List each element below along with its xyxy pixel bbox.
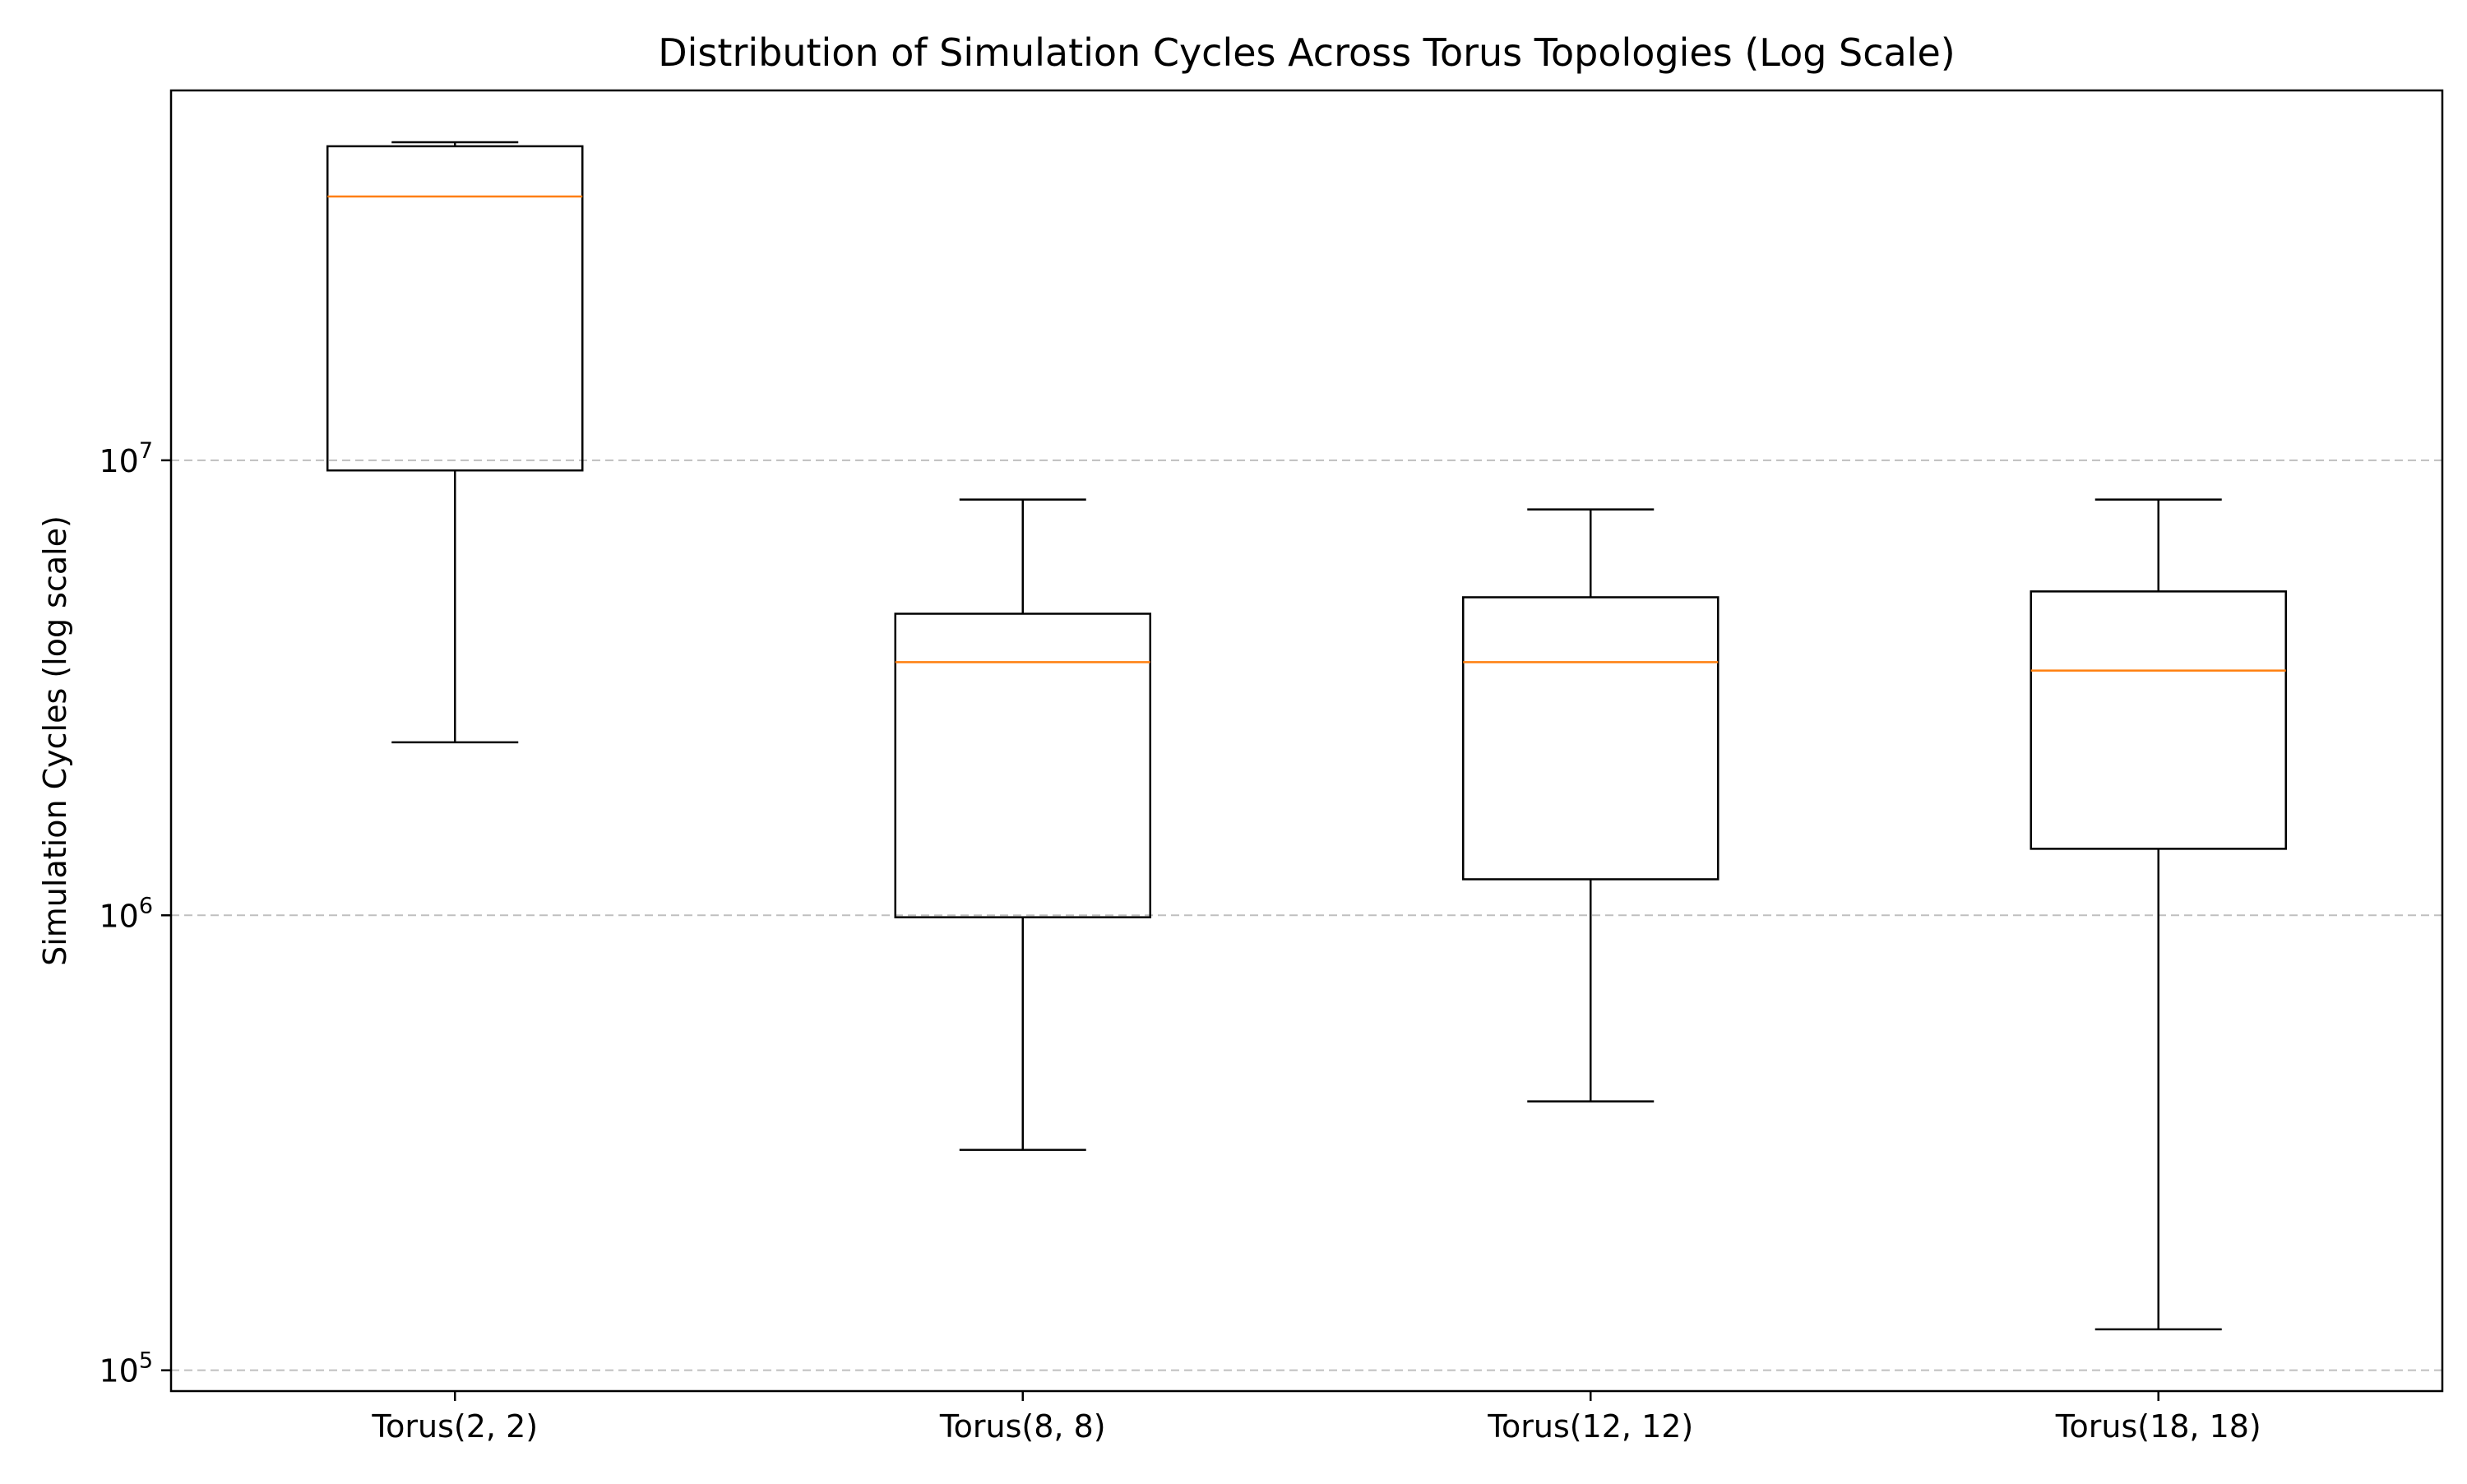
y-tick-base: 10: [99, 443, 138, 479]
y-axis-label: Simulation Cycles (log scale): [37, 515, 73, 966]
y-tick-label: 106: [99, 893, 153, 934]
x-tick-label: Torus(12, 12): [1487, 1408, 1693, 1445]
x-tick-label: Torus(2, 2): [371, 1408, 538, 1445]
y-tick-exponent: 5: [139, 1348, 153, 1374]
y-tick-base: 10: [99, 898, 138, 934]
y-tick-label: 107: [99, 438, 153, 479]
box-group: [2030, 498, 2287, 1331]
x-tick-label: Torus(8, 8): [939, 1408, 1106, 1445]
box-group: [1462, 508, 1719, 1103]
y-tick-label: 105: [99, 1348, 153, 1389]
grid-layer: [171, 459, 2442, 1371]
plot-area-frame: [169, 89, 2444, 1393]
x-tick-label: Torus(18, 18): [2055, 1408, 2261, 1445]
chart-title: Distribution of Simulation Cycles Across…: [658, 30, 1956, 75]
box-group: [894, 498, 1151, 1151]
box-layer: [326, 141, 2287, 1331]
interquartile-box: [1462, 596, 1719, 881]
box-group: [326, 141, 584, 744]
y-tick-exponent: 7: [139, 438, 153, 464]
y-tick-base: 10: [99, 1353, 138, 1389]
y-tick-exponent: 6: [139, 893, 153, 918]
x-axis-ticks: Torus(2, 2) Torus(8, 8) Torus(12, 12) Torus…: [371, 1391, 2261, 1445]
interquartile-box: [894, 613, 1151, 918]
interquartile-box: [2030, 590, 2287, 850]
interquartile-box: [326, 145, 584, 472]
